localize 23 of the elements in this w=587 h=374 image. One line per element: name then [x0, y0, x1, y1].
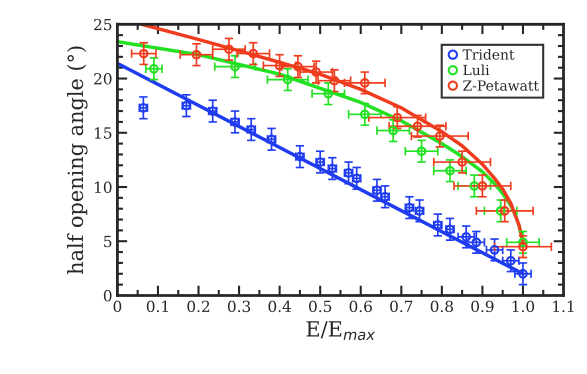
x-tick-label: 0.4: [268, 300, 292, 312]
legend-label: Z-Petawatt: [463, 80, 539, 91]
y-tick-label: 20: [94, 73, 112, 85]
y-tick-label: 10: [94, 181, 112, 194]
x-tick-label: 0.3: [228, 300, 250, 312]
x-tick-label: 0.6: [350, 300, 372, 312]
x-axis-title: E/E$_{max}$: [306, 321, 375, 340]
y-axis-title: half opening angle (°): [67, 46, 88, 274]
y-tick-label: 0: [104, 290, 112, 302]
y-tick-label: 5: [104, 236, 112, 248]
x-tick-label: 0.7: [390, 300, 412, 312]
x-tick-label: 0.2: [187, 300, 210, 312]
x-tick-label: 0.1: [146, 300, 168, 312]
x-tick-label: 0: [114, 300, 122, 312]
y-tick-label: 15: [94, 127, 112, 139]
x-tick-label: 0.8: [430, 300, 453, 312]
legend-label: Trident: [462, 48, 514, 60]
x-tick-label: 0.9: [471, 300, 494, 312]
x-tick-label: 1.0: [512, 300, 534, 312]
y-tick-label: 25: [94, 18, 112, 30]
x-tick-label: 0.5: [309, 300, 332, 312]
legend-label: Luli: [463, 64, 490, 76]
x-tick-label: 1.1: [553, 300, 574, 312]
